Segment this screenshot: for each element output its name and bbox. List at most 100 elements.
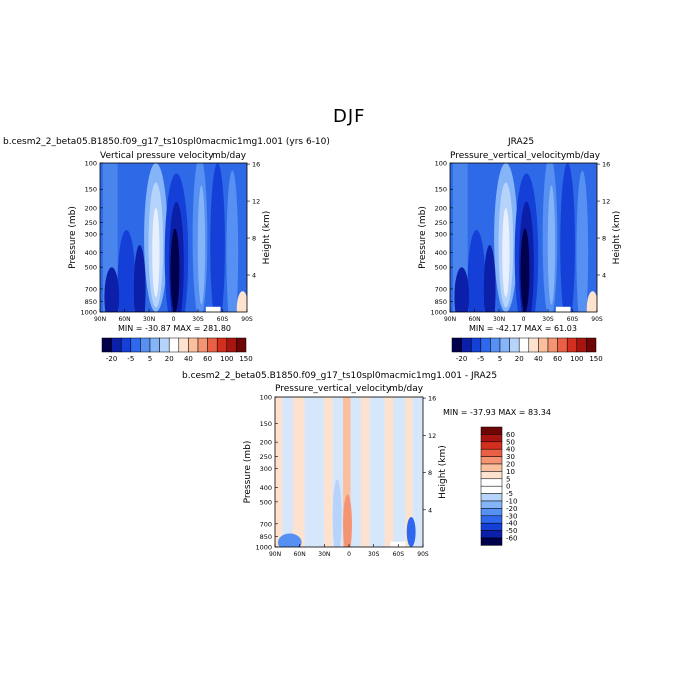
colorbar-label: -5: [477, 355, 484, 363]
y2-tick-label: 4: [602, 272, 606, 280]
colorbar-cell: [490, 337, 501, 353]
field-band: [343, 397, 351, 547]
colorbar-label: -5: [127, 355, 134, 363]
colorbar-cell: [188, 337, 199, 353]
model-stats: MIN = -30.87 MAX = 281.80: [118, 324, 232, 333]
colorbar-label: 40: [506, 446, 515, 454]
obs-case-label: JRA25: [508, 137, 535, 147]
x-tick-label: 60N: [468, 316, 480, 323]
field-band: [360, 397, 370, 547]
colorbar-label: -5: [506, 490, 513, 498]
field-band: [292, 397, 305, 547]
colorbar-cell: [480, 493, 503, 502]
x-tick-label: 30S: [368, 551, 380, 558]
y-tick-label: 400: [435, 249, 447, 257]
colorbar-label: -20: [456, 355, 467, 363]
colorbar-label: -20: [106, 355, 117, 363]
colorbar-label: -50: [506, 527, 517, 535]
colorbar-cell: [518, 337, 530, 353]
x-tick-label: 0: [522, 316, 526, 323]
y-tick-label: 300: [435, 231, 447, 239]
y2-tick-label: 8: [428, 469, 432, 477]
field-band: [152, 207, 160, 298]
colorbar-label: 60: [203, 355, 212, 363]
colorbar-model: -20 -5 5 20 40 60 100 150: [101, 337, 253, 363]
colorbar-label: -60: [506, 535, 517, 543]
colorbar-cell: [451, 337, 462, 353]
obs-subtitle-right: mb/day: [566, 151, 601, 161]
colorbar-cell: [480, 522, 503, 531]
model-subtitle-right: mb/day: [212, 151, 247, 161]
field-band: [210, 163, 225, 312]
colorbar-label: 5: [498, 355, 502, 363]
colorbar-obs: -20 -5 5 20 40 60 100 150: [451, 337, 603, 363]
colorbar-cell: [159, 337, 170, 353]
colorbar-cell: [111, 337, 122, 353]
y-tick-label: 300: [85, 231, 97, 239]
colorbar-label: 100: [220, 355, 233, 363]
x-tick-label: 30N: [143, 316, 155, 323]
y2-axis-label: Height (km): [612, 211, 622, 265]
colorbar-label: -10: [506, 498, 517, 506]
colorbar-cell: [480, 448, 503, 457]
colorbar-label: 10: [506, 468, 515, 476]
colorbar-label: 20: [515, 355, 524, 363]
colorbar-cell: [566, 337, 578, 353]
y-axis-label: Pressure (mb): [68, 206, 78, 269]
field-band: [236, 291, 247, 312]
diff-subtitle-left: Pressure_vertical_velocity: [275, 384, 392, 394]
colorbar-cell: [480, 441, 503, 450]
colorbar-cell: [538, 337, 549, 353]
field-band: [275, 397, 283, 547]
y2-tick-label: 12: [252, 198, 260, 206]
heatmap-obs: 100 150 200 250 300 400 500 700 850 1000 16 12 8 4 90N…: [418, 160, 622, 324]
y-tick-label: 1000: [430, 309, 447, 317]
y-axis-label: Pressure (mb): [243, 441, 253, 504]
y-tick-label: 500: [260, 498, 272, 506]
colorbar-cell: [480, 471, 503, 480]
y-tick-label: 700: [85, 285, 97, 293]
diff-case-label: b.cesm2_2_beta05.B1850.f09_g17_ts10spl0m…: [182, 371, 498, 381]
y-tick-label: 500: [435, 264, 447, 272]
model-subtitle-left: Vertical pressure velocity: [100, 151, 214, 161]
colorbar-cell: [480, 426, 503, 435]
colorbar-cell: [480, 508, 503, 517]
x-tick-label: 60N: [294, 551, 306, 558]
y-tick-label: 500: [85, 264, 97, 272]
colorbar-cell: [480, 485, 503, 494]
colorbar-cell: [226, 337, 237, 353]
colorbar-cell: [140, 337, 151, 353]
field-band: [332, 479, 342, 547]
field-band: [133, 244, 146, 312]
heatmap-model: 100 150 200 250 300 400 500 700 850 1000 16 12 8 4 90N…: [68, 160, 272, 324]
field-band: [520, 228, 530, 312]
x-tick-label: 90S: [417, 551, 429, 558]
obs-subtitle-left: Pressure_vertical_velocity: [450, 151, 567, 161]
colorbar-cell: [480, 463, 503, 472]
colorbar-label: 20: [506, 461, 515, 469]
y2-tick-label: 16: [602, 161, 610, 169]
colorbar-cell: [236, 337, 247, 353]
y-tick-label: 1000: [80, 309, 97, 317]
y-tick-label: 250: [260, 453, 272, 461]
y-tick-label: 850: [85, 298, 97, 306]
x-tick-label: 60N: [118, 316, 130, 323]
colorbar-cell: [480, 537, 503, 546]
y2-tick-label: 16: [252, 161, 260, 169]
colorbar-label: 20: [165, 355, 174, 363]
field-mask: [390, 541, 406, 547]
colorbar-cell: [120, 337, 132, 353]
field-band: [226, 170, 239, 312]
x-tick-label: 30S: [542, 316, 554, 323]
y2-tick-label: 16: [428, 395, 436, 403]
field-band: [405, 397, 413, 547]
y2-axis-label: Height (km): [438, 445, 448, 499]
colorbar-label: 30: [506, 453, 515, 461]
x-tick-label: 90N: [94, 316, 106, 323]
field-band: [467, 230, 486, 312]
y-tick-label: 150: [85, 186, 97, 194]
colorbar-cell: [480, 337, 491, 353]
colorbar-cell: [480, 500, 503, 509]
